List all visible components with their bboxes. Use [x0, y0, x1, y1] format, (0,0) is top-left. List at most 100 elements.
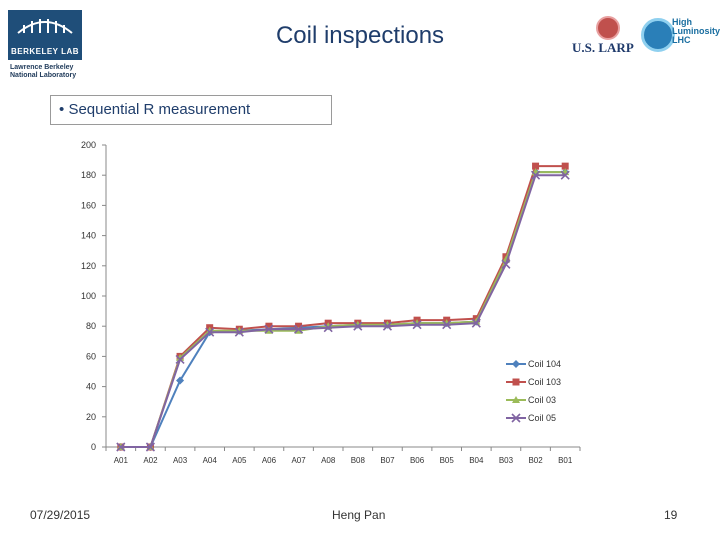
berkeley-lab-name: BERKELEY LAB	[10, 47, 80, 56]
data-point	[116, 442, 126, 452]
x-marker-stroke	[293, 324, 304, 334]
x-tick-label: A02	[143, 456, 158, 465]
x-tick-label: B04	[469, 456, 484, 465]
bullet-text: Sequential R measurement	[68, 101, 251, 118]
footer-author: Heng Pan	[332, 508, 386, 522]
us-larp-logo: U.S. LARP	[572, 40, 634, 55]
footer-page-number: 19	[664, 508, 678, 522]
x-marker-stroke	[353, 321, 363, 331]
data-point	[532, 162, 540, 170]
legend-marker	[512, 360, 520, 368]
x-marker-stroke	[323, 323, 333, 333]
legend-label: Coil 03	[528, 395, 556, 405]
bullet-box: • Sequential R measurement	[50, 95, 332, 125]
x-tick-label: A07	[291, 456, 306, 465]
data-point	[175, 354, 185, 364]
x-tick-label: B08	[351, 456, 366, 465]
legend-label: Coil 104	[528, 359, 561, 369]
legend-marker	[512, 396, 520, 403]
x-tick-label: B03	[499, 456, 514, 465]
x-tick-label: A03	[173, 456, 188, 465]
slide-title: Coil inspections	[275, 22, 445, 49]
x-tick-label: A04	[203, 456, 218, 465]
legend-label: Coil 103	[528, 377, 561, 387]
legend-marker	[512, 378, 520, 386]
x-marker-stroke	[205, 327, 215, 337]
y-tick-label: 200	[81, 140, 96, 150]
legend-label: Coil 05	[528, 413, 556, 423]
data-point	[176, 376, 185, 385]
y-tick-label: 60	[86, 351, 96, 361]
y-tick-label: 160	[81, 200, 96, 210]
x-tick-label: A05	[232, 456, 247, 465]
y-tick-label: 20	[86, 412, 96, 422]
data-point	[560, 170, 570, 180]
x-tick-label: A06	[262, 456, 277, 465]
triangle-marker	[512, 396, 520, 403]
x-tick-label: A08	[321, 456, 336, 465]
larp-emblem-icon	[596, 16, 620, 40]
data-point	[501, 259, 511, 269]
data-point	[145, 442, 156, 452]
diamond-marker	[512, 360, 520, 368]
square-marker	[512, 378, 520, 386]
x-tick-label: A01	[114, 456, 129, 465]
x-marker-stroke	[234, 327, 244, 337]
x-marker-stroke	[264, 324, 274, 334]
x-tick-label: B07	[380, 456, 395, 465]
y-tick-label: 140	[81, 231, 96, 241]
data-point	[412, 320, 422, 330]
y-tick-label: 120	[81, 261, 96, 271]
x-tick-label: B02	[528, 456, 543, 465]
data-point	[530, 170, 541, 180]
y-tick-label: 80	[86, 321, 96, 331]
data-point	[353, 321, 363, 331]
x-marker-stroke	[501, 259, 511, 269]
y-tick-label: 180	[81, 170, 96, 180]
data-point	[234, 327, 244, 337]
data-point	[293, 324, 304, 334]
bullet-item: • Sequential R measurement	[59, 101, 250, 118]
y-tick-label: 0	[91, 442, 96, 452]
x-marker-stroke	[560, 170, 570, 180]
x-tick-label: B05	[440, 456, 455, 465]
data-point	[382, 321, 393, 331]
series-line	[120, 174, 566, 448]
bullet-marker: •	[59, 101, 65, 118]
data-point	[561, 162, 569, 170]
data-point	[442, 320, 452, 330]
x-marker-stroke	[442, 320, 452, 330]
square-marker	[532, 162, 540, 170]
x-tick-label: B06	[410, 456, 425, 465]
x-marker-stroke	[530, 170, 541, 180]
hl-lhc-line1: High	[672, 17, 692, 27]
x-marker-stroke	[471, 318, 481, 328]
x-marker-stroke	[412, 320, 422, 330]
x-marker-stroke	[175, 354, 185, 364]
square-marker	[265, 322, 273, 330]
hl-lhc-logo: High Luminosity LHC	[672, 18, 720, 45]
data-point	[205, 327, 215, 337]
square-marker	[295, 322, 303, 330]
footer-date: 07/29/2015	[30, 508, 91, 522]
series-line	[120, 171, 566, 448]
y-tick-label: 40	[86, 382, 96, 392]
series-line	[120, 165, 566, 448]
data-point	[176, 353, 185, 361]
x-marker-stroke	[116, 442, 126, 452]
series-line	[120, 171, 566, 448]
data-point	[323, 323, 333, 333]
y-tick-label: 100	[81, 291, 96, 301]
diamond-marker	[176, 376, 185, 385]
hl-lhc-line2: Luminosity	[672, 26, 720, 36]
x-tick-label: B01	[558, 456, 573, 465]
data-point	[471, 318, 481, 328]
berkeley-lab-logo: BERKELEY LAB	[8, 10, 82, 60]
data-point	[295, 322, 303, 330]
lbl-subtitle: Lawrence Berkeley National Laboratory	[10, 64, 77, 79]
triangle-marker	[176, 353, 185, 361]
x-marker-stroke	[145, 442, 156, 452]
data-point	[265, 322, 273, 330]
x-marker-stroke	[511, 413, 521, 423]
